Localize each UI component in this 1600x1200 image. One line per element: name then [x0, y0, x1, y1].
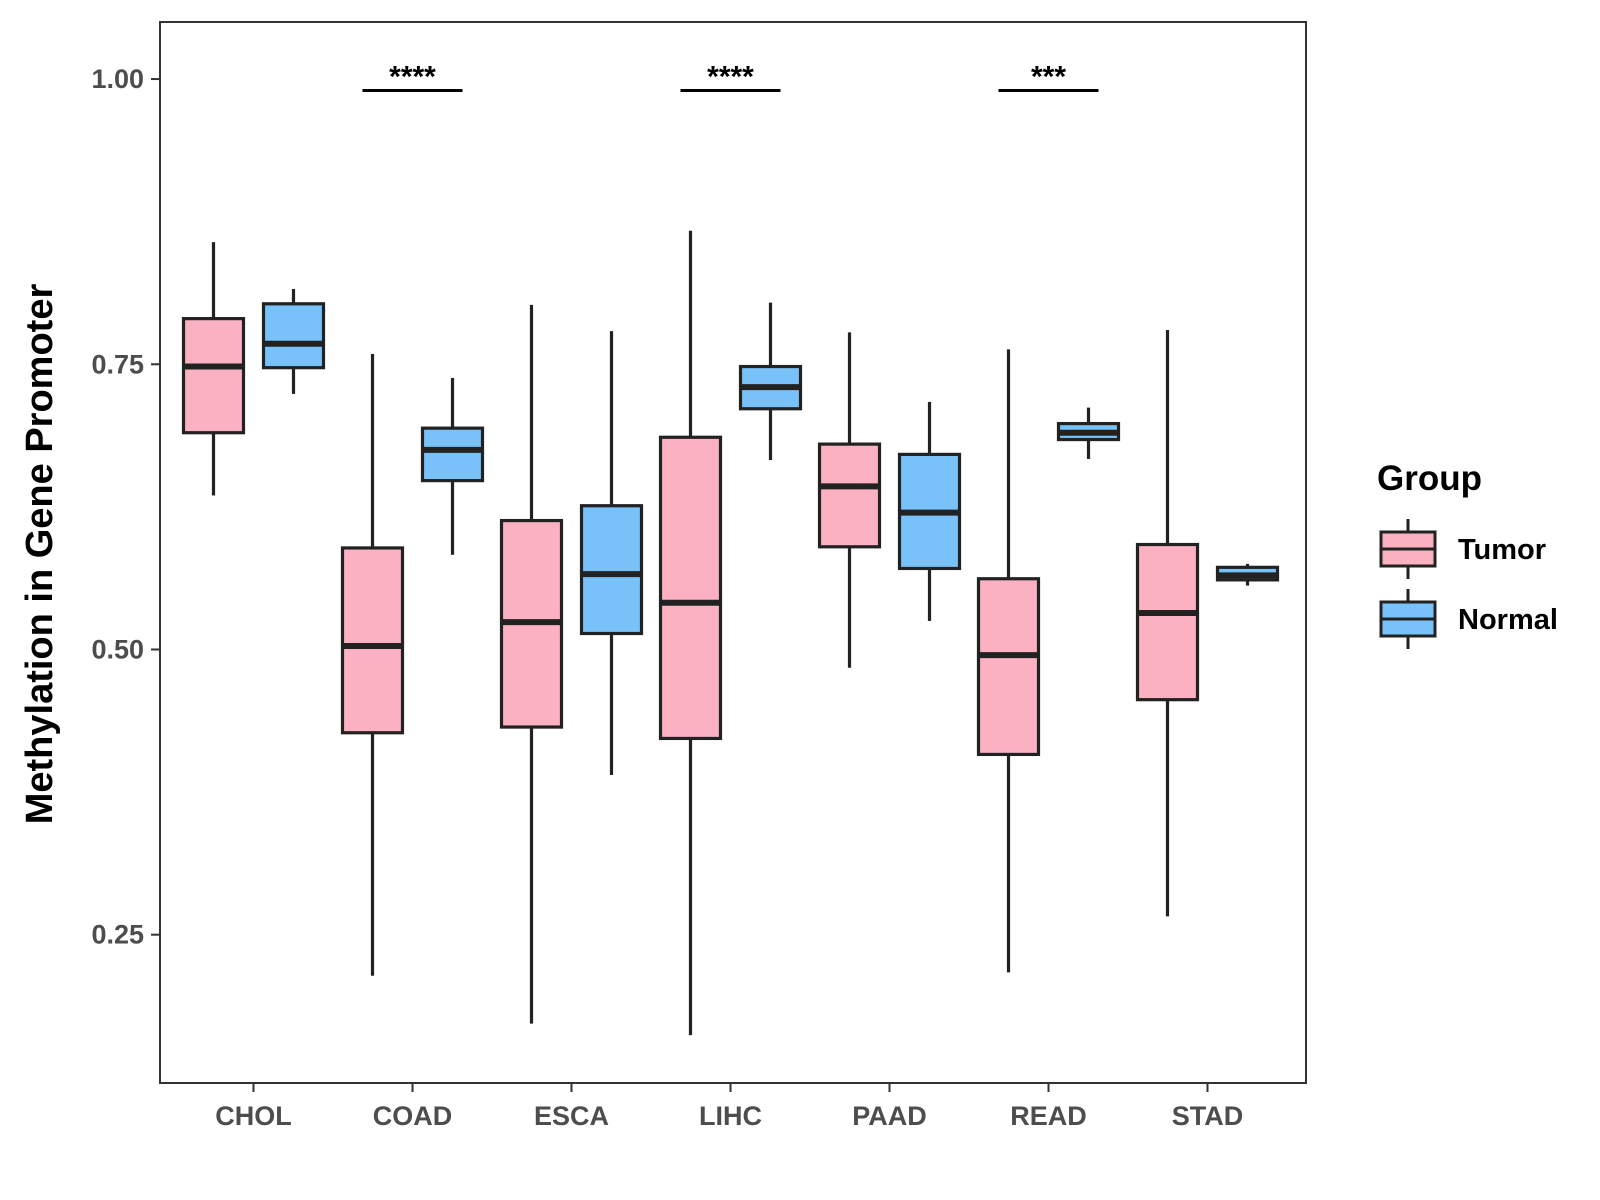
y-tick-label: 1.00 — [91, 64, 144, 94]
box-normal-esca — [579, 331, 644, 775]
box-normal-coad — [420, 377, 485, 555]
box-body — [1135, 542, 1200, 702]
box-normal-read — [1056, 407, 1121, 459]
legend-label-normal: Normal — [1458, 604, 1558, 636]
x-tick-label: LIHC — [699, 1101, 762, 1131]
box-body — [976, 577, 1041, 757]
box-tumor-stad — [1135, 330, 1200, 917]
significance-label: **** — [707, 60, 754, 93]
x-tick-label: ESCA — [534, 1101, 609, 1131]
box-body — [181, 317, 246, 435]
box-tumor-paad — [817, 332, 882, 668]
box-body — [340, 546, 405, 735]
x-tick-label: CHOL — [215, 1101, 292, 1131]
legend: Group Tumor Normal — [1377, 459, 1558, 649]
box-normal-lihc — [738, 302, 803, 461]
significance-label: **** — [389, 60, 436, 93]
significance-label: *** — [1031, 60, 1066, 93]
box-body — [817, 442, 882, 549]
box-tumor-lihc — [658, 230, 723, 1036]
box-body — [261, 302, 326, 370]
box-tumor-read — [976, 349, 1041, 973]
legend-label-tumor: Tumor — [1458, 534, 1546, 566]
panel-border — [159, 21, 1307, 1084]
x-tick-label: COAD — [373, 1101, 453, 1131]
box-tumor-esca — [499, 304, 564, 1024]
legend-title: Group — [1377, 459, 1482, 498]
box-body — [658, 435, 723, 741]
y-tick-label: 0.75 — [91, 349, 144, 379]
y-axis-title: Methylation in Gene Promoter — [19, 284, 61, 825]
x-tick-label: STAD — [1172, 1101, 1244, 1131]
box-tumor-coad — [340, 353, 405, 976]
y-tick-label: 0.50 — [91, 634, 144, 664]
box-body — [579, 504, 644, 636]
box-body — [420, 426, 485, 483]
box-tumor-chol — [181, 242, 246, 496]
plot-area: **** **** *** — [181, 60, 1280, 1036]
box-normal-chol — [261, 288, 326, 394]
axes: Methylation in Gene Promoter 0.25 0.50 0.7… — [19, 21, 1307, 1131]
box-normal-paad — [897, 401, 962, 621]
x-tick-label: READ — [1010, 1101, 1087, 1131]
box-normal-stad — [1215, 563, 1280, 586]
y-tick-label: 0.25 — [91, 920, 144, 950]
x-tick-label: PAAD — [852, 1101, 927, 1131]
